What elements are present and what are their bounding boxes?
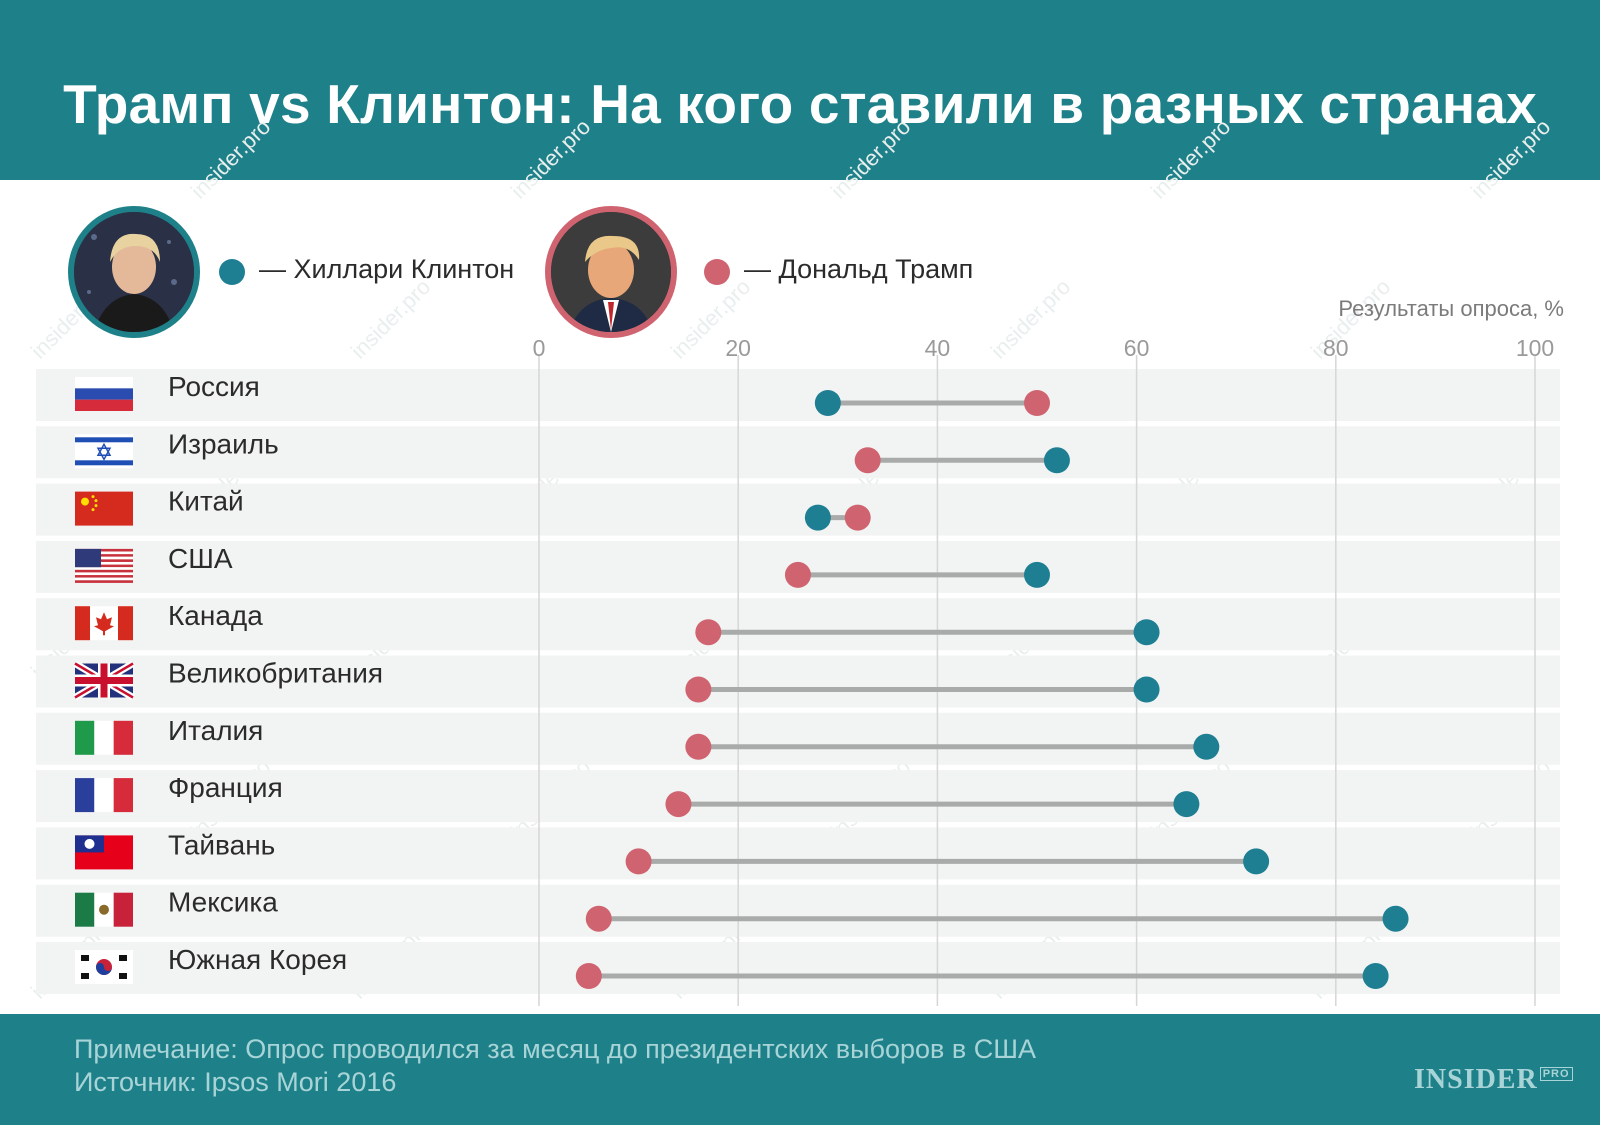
row-background (36, 598, 1560, 651)
country-label: Франция (168, 772, 283, 803)
clinton-point (804, 504, 831, 531)
x-tick-label: 0 (533, 335, 546, 361)
mexico-flag-icon (75, 892, 133, 927)
clinton-point (1362, 963, 1389, 989)
page-title: Трамп vs Клинтон: На кого ставили в разн… (63, 73, 1537, 135)
row-background (36, 827, 1560, 880)
trump-point (1024, 390, 1050, 416)
watermark-text: insider.pro (1146, 114, 1235, 203)
x-tick-label: 80 (1323, 335, 1349, 361)
clinton-legend-dot (219, 259, 245, 285)
footer-source: Источник: Ipsos Mori 2016 (74, 1067, 397, 1097)
clinton-point (1024, 561, 1050, 588)
clinton-point (1173, 791, 1200, 818)
country-label: Россия (168, 371, 260, 402)
trump-legend-label: — Дональд Трамп (744, 254, 974, 284)
logo-text: INSIDER (1414, 1064, 1538, 1095)
x-tick-label: 40 (925, 335, 951, 361)
row-background (36, 942, 1560, 994)
israel-flag-icon (75, 434, 133, 469)
watermark-text: insider.pro (1466, 114, 1555, 203)
country-label: Тайвань (168, 829, 275, 860)
russia-flag-icon (75, 377, 133, 411)
trump-point (575, 963, 602, 989)
row-background (36, 712, 1560, 765)
footer-note: Примечание: Опрос проводился за месяц до… (74, 1034, 1036, 1064)
country-label: Италия (168, 715, 263, 746)
usa-flag-icon (75, 548, 133, 583)
clinton-legend-label: — Хиллари Клинтон (259, 254, 515, 284)
canada-flag-icon (75, 606, 133, 641)
country-label: США (168, 543, 233, 574)
china-flag-icon (75, 491, 133, 526)
clinton-point (1382, 905, 1409, 932)
clinton-point (1043, 447, 1070, 474)
france-flag-icon (75, 778, 133, 813)
trump-point (784, 561, 811, 588)
trump-point (585, 905, 612, 932)
clinton-point (1193, 733, 1220, 760)
watermark-text: insider.pro (986, 274, 1075, 363)
x-tick-label: 20 (725, 335, 751, 361)
watermark-text: insider.pro (346, 274, 435, 363)
trump-point (685, 676, 712, 703)
trump-point (685, 733, 712, 760)
trump-point (844, 504, 871, 531)
trump-point (695, 619, 722, 646)
trump-photo-icon (551, 212, 671, 332)
header-bar: Трамп vs Клинтон: На кого ставили в разн… (0, 0, 1600, 180)
clinton-point (1243, 848, 1270, 875)
clinton-portrait (68, 206, 200, 338)
country-label: Китай (168, 486, 244, 517)
row-background (36, 426, 1560, 479)
trump-point (854, 447, 881, 474)
axis-title: Результаты опроса, % (1338, 296, 1564, 321)
row-background (36, 369, 1560, 421)
south-korea-flag-icon (75, 950, 133, 984)
trump-portrait (545, 206, 677, 338)
x-tick-label: 60 (1124, 335, 1150, 361)
x-tick-label: 100 (1516, 335, 1554, 361)
insider-pro-logo: INSIDER PRO (1414, 1064, 1573, 1096)
row-background (36, 884, 1560, 937)
trump-legend-dot (704, 259, 730, 285)
clinton-point (1133, 676, 1160, 703)
clinton-photo-icon (74, 212, 194, 332)
logo-sup: PRO (1539, 1067, 1573, 1081)
row-background (36, 770, 1560, 823)
trump-point (665, 791, 692, 818)
taiwan-flag-icon (75, 835, 133, 870)
uk-flag-icon (73, 660, 135, 701)
watermark-text: insider.pro (826, 114, 915, 203)
watermark-text: insider.pro (186, 114, 275, 203)
italy-flag-icon (75, 720, 133, 755)
clinton-point (1133, 619, 1160, 646)
country-label: Мексика (168, 887, 278, 918)
country-label: Израиль (168, 428, 279, 459)
country-label: Великобритания (168, 658, 383, 689)
row-background (36, 655, 1560, 708)
country-label: Канада (168, 600, 263, 631)
row-background (36, 483, 1560, 536)
watermark-text: insider.pro (506, 114, 595, 203)
trump-point (625, 848, 652, 875)
clinton-point (814, 390, 841, 416)
country-label: Южная Корея (168, 944, 347, 975)
